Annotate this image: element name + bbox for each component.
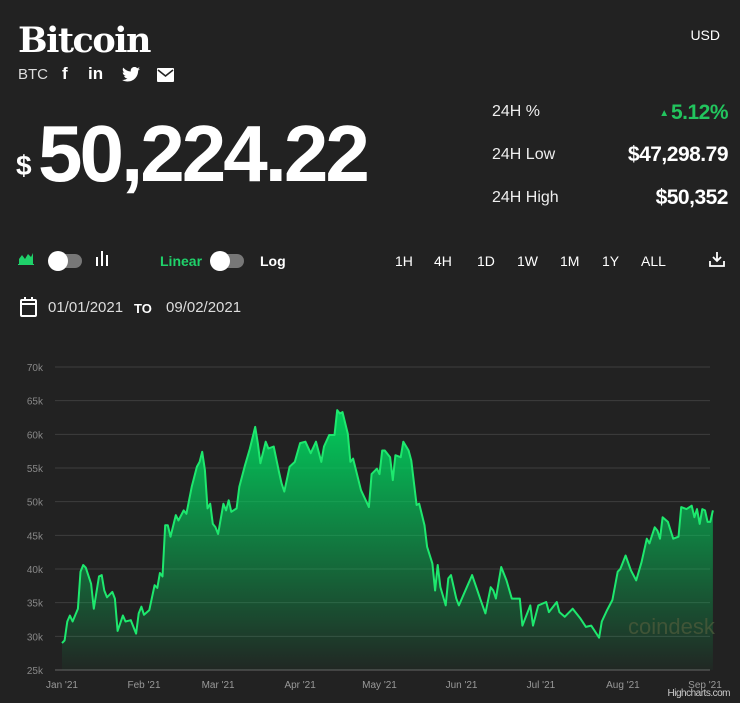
facebook-icon[interactable]: f [62, 64, 68, 83]
y-tick-label: 55k [27, 464, 44, 475]
up-triangle-icon: ▲ [659, 108, 671, 119]
y-tick-label: 30k [27, 632, 44, 643]
x-tick-label: Sep '21 [688, 680, 722, 691]
y-tick-label: 70k [27, 363, 44, 374]
linkedin-icon[interactable]: in [88, 64, 104, 83]
scale-linear-button[interactable]: Linear [160, 253, 203, 269]
chart-type-toggle[interactable] [48, 251, 82, 271]
x-tick-label: Jan '21 [46, 680, 78, 691]
y-tick-label: 65k [27, 397, 44, 408]
coindesk-watermark: coindesk [628, 614, 716, 639]
y-tick-label: 60k [27, 430, 44, 441]
y-tick-label: 40k [27, 565, 44, 576]
range-all[interactable]: ALL [641, 253, 666, 269]
y-tick-label: 45k [27, 531, 44, 542]
area-chart-icon[interactable] [18, 251, 34, 265]
x-tick-label: Jun '21 [446, 680, 478, 691]
x-tick-label: Feb '21 [128, 680, 161, 691]
stat-24h-pct-label: 24H % [492, 103, 541, 120]
calendar-icon[interactable] [20, 297, 37, 317]
stat-24h-pct-value: ▲ 5.12% [659, 101, 728, 124]
x-tick-label: May '21 [362, 680, 397, 691]
twitter-icon[interactable] [122, 67, 140, 82]
date-from-input[interactable]: 01/01/2021 [48, 299, 124, 316]
page-title: Bitcoin [18, 20, 151, 61]
y-tick-label: 50k [27, 498, 44, 509]
range-1d[interactable]: 1D [477, 253, 495, 269]
currency-selector[interactable]: USD [690, 27, 720, 43]
x-tick-label: Mar '21 [202, 680, 235, 691]
x-tick-label: Apr '21 [284, 680, 316, 691]
y-tick-label: 25k [27, 666, 44, 677]
price-currency-sign: $ [16, 150, 32, 181]
range-1y[interactable]: 1Y [602, 253, 620, 269]
stat-24h-low-value: $47,298.79 [627, 143, 729, 166]
current-price: 50,224.22 [38, 109, 370, 198]
x-tick-label: Aug '21 [606, 680, 640, 691]
stat-24h-high-label: 24H High [492, 189, 559, 206]
download-icon[interactable] [709, 251, 725, 267]
y-tick-label: 35k [27, 599, 44, 610]
date-to-input[interactable]: 09/02/2021 [166, 299, 242, 316]
highcharts-credit[interactable]: Highcharts.com [667, 688, 731, 699]
email-icon[interactable] [157, 68, 174, 82]
price-line [61, 409, 714, 644]
x-tick-label: Jul '21 [527, 680, 556, 691]
date-to-label: TO [134, 301, 152, 316]
ticker-symbol: BTC [18, 66, 48, 83]
range-1h[interactable]: 1H [395, 253, 413, 269]
range-1w[interactable]: 1W [517, 253, 538, 269]
range-4h[interactable]: 4H [434, 253, 452, 269]
stat-24h-high-value: $50,352 [655, 186, 729, 209]
price-area [62, 410, 713, 670]
range-1m[interactable]: 1M [560, 253, 580, 269]
scale-log-button[interactable]: Log [260, 253, 286, 269]
stat-24h-low-label: 24H Low [492, 146, 556, 163]
scale-toggle[interactable] [210, 251, 244, 271]
bar-chart-icon[interactable] [95, 251, 109, 266]
